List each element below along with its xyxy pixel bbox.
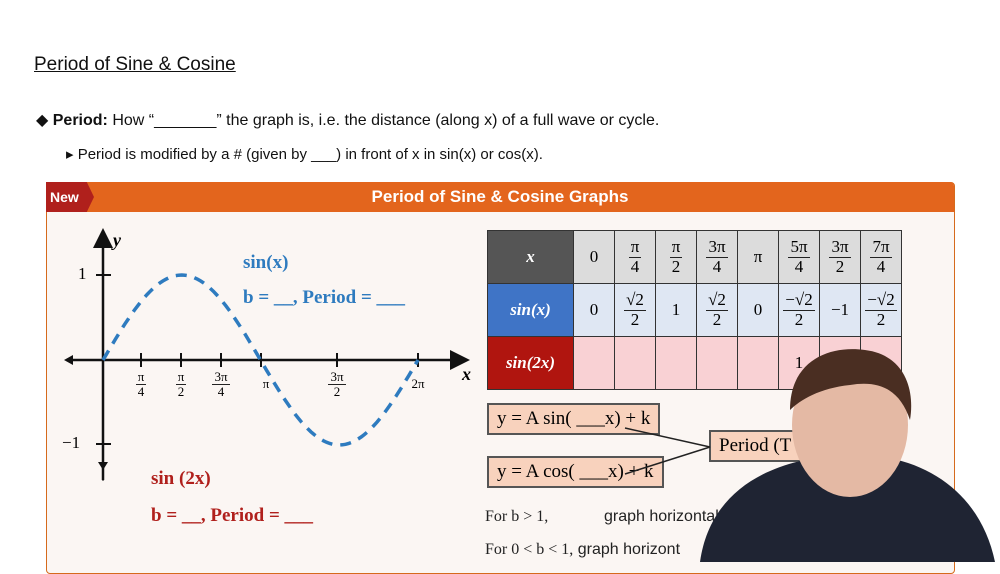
table-cell: −√2 2 — [778, 283, 820, 337]
connector-lines — [624, 427, 711, 475]
x-tick-label: 3π 4 — [212, 369, 230, 400]
y-axis-label: y — [113, 230, 121, 250]
row-header: sin(2x) — [487, 336, 574, 390]
table-cell[interactable] — [737, 336, 779, 390]
note-b-gt-1-text: graph horizontal — [604, 508, 719, 525]
bullet-modifier: ▸ Period is modified by a # (given by __… — [66, 146, 543, 163]
sin-label: sin(x) — [243, 252, 289, 273]
table-row-sin: sin(x) 0 √2 2 1 √2 2 0 −√2 2 −1 −√2 2 — [487, 283, 902, 337]
table-cell: −1 — [819, 283, 861, 337]
table-row-x: x 0 π 4 π 2 3π 4 π 5π 4 3π 2 7π 4 — [487, 230, 902, 284]
note-b-lt-1: For 0 < b < 1, graph horizont — [485, 541, 681, 558]
table-cell: √2 2 — [614, 283, 656, 337]
x-axis-label: x — [462, 364, 471, 384]
sin-blank: b = __, Period = ___ — [243, 287, 406, 308]
sin-x-curve — [101, 273, 420, 447]
new-badge: New — [46, 182, 94, 212]
table-cell[interactable] — [655, 336, 697, 390]
row-header: sin(x) — [487, 283, 574, 337]
table-cell: −√2 2 — [860, 283, 902, 337]
table-cell: 7π 4 — [860, 230, 902, 284]
x-axis-left-arrow — [64, 355, 73, 365]
y-axis-down-arrow — [98, 462, 108, 470]
table-cell[interactable] — [614, 336, 656, 390]
cos-formula: y = A cos( ___x) + k — [487, 456, 664, 488]
note-b-gt-1: For b > 1, — [485, 508, 549, 525]
x-tick-label: 2π — [411, 376, 425, 391]
table-cell: 0 — [573, 283, 615, 337]
table-cell: 5π 4 — [778, 230, 820, 284]
table-cell: π — [737, 230, 779, 284]
sin2x-label: sin (2x) — [151, 468, 211, 489]
table-cell[interactable] — [696, 336, 738, 390]
sin2x-blank: b = __, Period = ___ — [151, 505, 314, 526]
sine-graph — [64, 228, 470, 481]
presenter-video — [700, 349, 995, 562]
card-title: Period of Sine & Cosine Graphs — [46, 182, 954, 212]
row-header: x — [487, 230, 574, 284]
page-title: Period of Sine & Cosine — [34, 54, 236, 75]
y-tick-neg1: −1 — [62, 433, 81, 452]
bullet-period: ◆ Period: How “_______” the graph is, i.… — [36, 112, 660, 129]
table-cell: 3π 2 — [819, 230, 861, 284]
table-cell: 3π 4 — [696, 230, 738, 284]
table-cell: √2 2 — [696, 283, 738, 337]
table-cell: 0 — [737, 283, 779, 337]
y-tick-1: 1 — [78, 264, 87, 283]
x-tick-label: 3π 2 — [328, 369, 346, 400]
table-cell: 1 — [655, 283, 697, 337]
table-cell[interactable] — [573, 336, 615, 390]
x-tick-label: π — [262, 376, 270, 391]
